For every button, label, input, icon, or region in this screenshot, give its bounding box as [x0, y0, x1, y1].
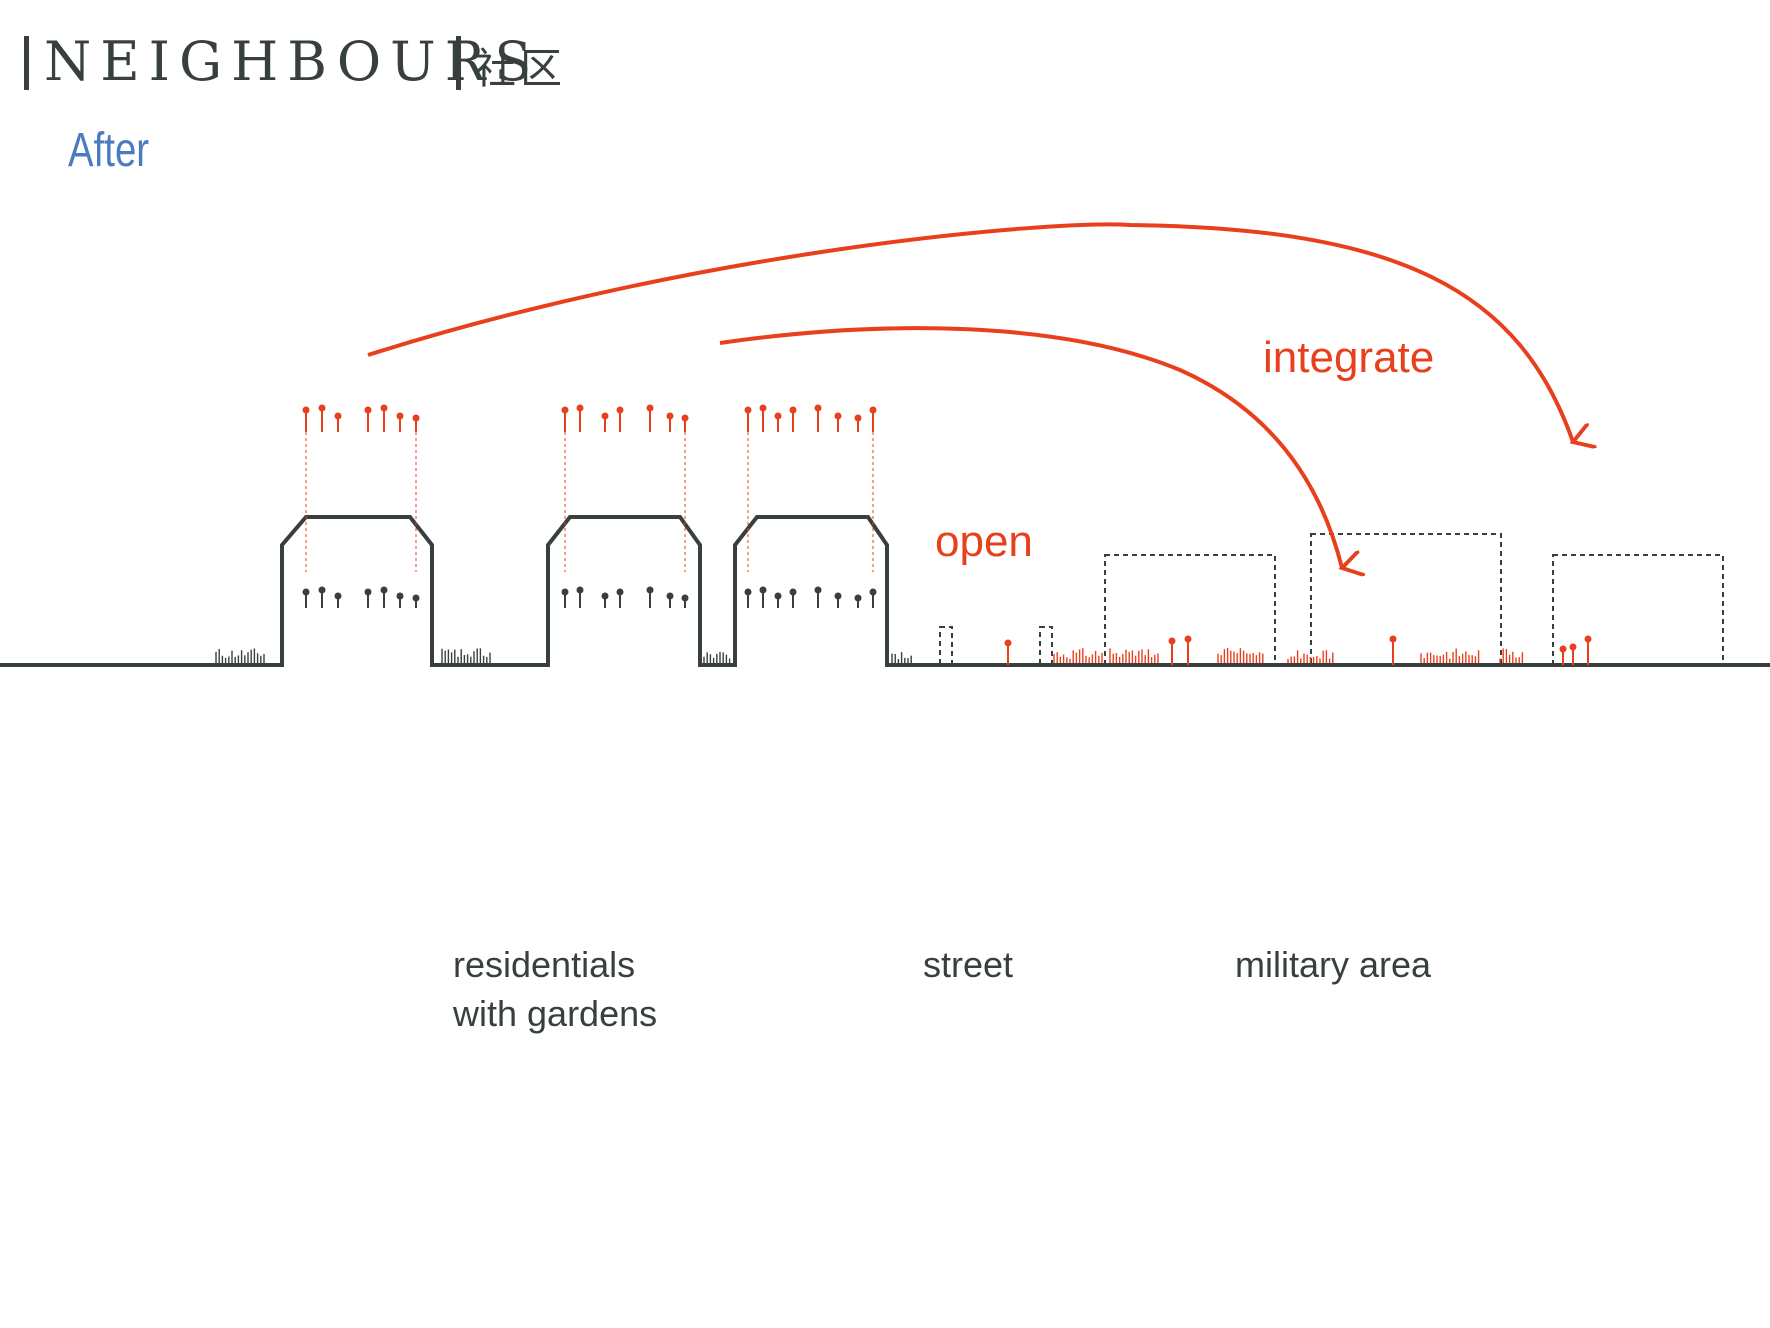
grass-tuft: [215, 648, 265, 663]
red-tree: [616, 406, 624, 432]
garden-tree: [616, 588, 624, 608]
subtitle-after: After: [68, 124, 150, 177]
red-tree: [561, 406, 569, 432]
page-title: NEIGHBOURS: [44, 30, 541, 93]
garden-tree: [364, 588, 372, 608]
garden-tree: [561, 588, 569, 608]
red-grass-tuft: [1499, 648, 1524, 663]
label-residentials: residentials with gardens: [452, 944, 657, 1034]
red-grass-tuft: [1053, 648, 1103, 663]
annotation-integrate: integrate: [1263, 333, 1434, 382]
garden-tree: [396, 592, 404, 608]
garden-tree: [302, 588, 310, 608]
grass-layer: [215, 648, 1524, 663]
red-tree: [774, 412, 782, 432]
red-tree: [601, 412, 609, 432]
grass-tuft: [891, 652, 912, 663]
ground-tree: [1004, 639, 1012, 665]
ground-tree: [1389, 635, 1397, 665]
ground-profile: [0, 515, 1770, 667]
ground-tree: [1168, 637, 1176, 665]
garden-tree: [774, 592, 782, 608]
red-tree: [789, 406, 797, 432]
red-tree: [646, 404, 654, 432]
annotation-open: open: [935, 517, 1033, 566]
integrate-arrow-short: [719, 326, 1342, 568]
garden-tree: [814, 586, 822, 608]
garden-tree: [318, 586, 326, 608]
garden-tree: [380, 586, 388, 608]
label-military-area: military area: [1235, 944, 1432, 985]
red-grass-tuft: [1109, 648, 1159, 663]
garden-tree: [681, 594, 689, 608]
red-tree: [412, 414, 420, 432]
red-grass-tuft: [1217, 648, 1264, 663]
garden-tree: [869, 588, 877, 608]
ground-tree: [1584, 635, 1592, 665]
red-grass-tuft: [1287, 650, 1334, 663]
ground-tree: [1184, 635, 1192, 665]
garden-tree: [759, 586, 767, 608]
integrate-arrow-long: [367, 222, 1573, 442]
projection-lines: [305, 420, 874, 572]
garden-tree: [834, 592, 842, 608]
red-tree: [666, 412, 674, 432]
garden-tree: [744, 588, 752, 608]
red-tree: [834, 412, 842, 432]
red-tree: [364, 406, 372, 432]
red-grass-tuft: [1420, 648, 1480, 663]
page-title-chinese: 社区: [474, 44, 567, 93]
garden-tree: [789, 588, 797, 608]
red-tree: [334, 412, 342, 432]
red-tree: [869, 406, 877, 432]
garden-tree: [854, 594, 862, 608]
red-tree: [396, 412, 404, 432]
ground-tree: [1559, 645, 1567, 665]
red-tree: [302, 406, 310, 432]
grass-tuft: [703, 651, 731, 663]
garden-tree: [666, 592, 674, 608]
military-buildings: [939, 533, 1724, 666]
red-tree: [759, 404, 767, 432]
red-tree: [681, 414, 689, 432]
garden-tree: [576, 586, 584, 608]
garden-tree: [601, 592, 609, 608]
garden-tree: [334, 592, 342, 608]
grass-tuft: [441, 648, 491, 663]
title-divider-left: [24, 36, 29, 90]
label-street: street: [923, 944, 1013, 985]
garden-tree: [412, 594, 420, 608]
red-tree: [318, 404, 326, 432]
ground-tree: [1569, 643, 1577, 665]
title-divider-right: [456, 36, 461, 90]
tree-layer: [302, 404, 1592, 665]
red-tree: [380, 404, 388, 432]
red-tree: [576, 404, 584, 432]
red-tree: [744, 406, 752, 432]
red-tree: [854, 414, 862, 432]
garden-tree: [646, 586, 654, 608]
red-tree: [814, 404, 822, 432]
